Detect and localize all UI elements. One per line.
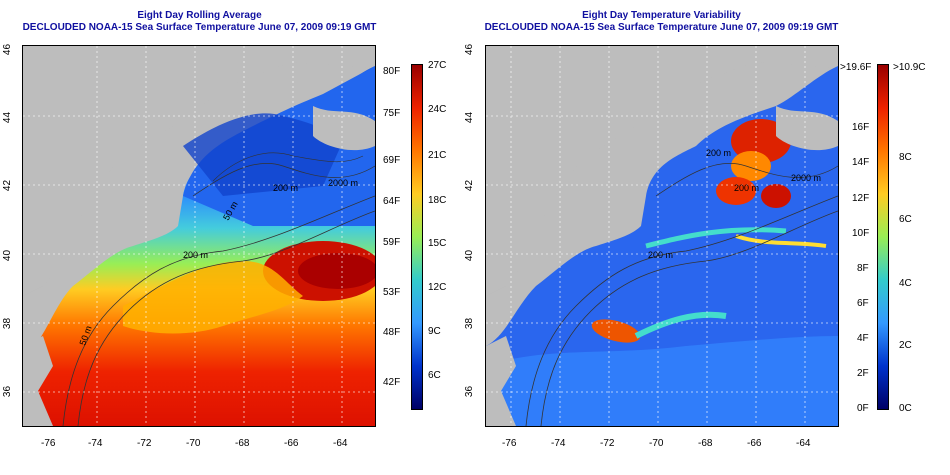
- left-lat-tick: 38: [2, 317, 14, 330]
- right-colorbar-c: >10.9C: [893, 62, 926, 73]
- left-colorbar-f: 69F: [383, 155, 401, 166]
- left-colorbar-f: 75F: [383, 108, 401, 119]
- right-colorbar-f: 12F: [852, 193, 870, 204]
- right-colorbar: [877, 64, 889, 410]
- right-contour-label: 200 m: [706, 148, 731, 158]
- right-colorbar-f: >19.6F: [840, 62, 872, 73]
- right-lon-tick: -76: [502, 438, 517, 449]
- left-colorbar-c: 15C: [428, 238, 447, 249]
- right-lon-tick: -70: [649, 438, 664, 449]
- right-colorbar-f: 4F: [857, 333, 869, 344]
- right-lat-tick: 46: [464, 43, 476, 56]
- left-colorbar-c: 24C: [428, 104, 447, 115]
- left-lat-tick: 46: [2, 43, 14, 56]
- right-lon-tick: -68: [698, 438, 713, 449]
- right-colorbar-f: 0F: [857, 403, 869, 414]
- right-variability-map: 200 m 2000 m 200 m 200 m: [485, 45, 839, 427]
- left-subtitle: DECLOUDED NOAA-15 Sea Surface Temperatur…: [22, 22, 377, 33]
- left-colorbar-c: 21C: [428, 150, 447, 161]
- right-colorbar-c: 8C: [899, 152, 912, 163]
- right-colorbar-c: 6C: [899, 214, 912, 225]
- left-lon-tick: -66: [284, 438, 299, 449]
- left-colorbar-f: 53F: [383, 287, 401, 298]
- right-lat-tick: 36: [464, 385, 476, 398]
- right-colorbar-c: 2C: [899, 340, 912, 351]
- right-lat-tick: 38: [464, 317, 476, 330]
- right-lat-tick: 44: [464, 111, 476, 124]
- left-lat-tick: 44: [2, 111, 14, 124]
- right-subtitle: DECLOUDED NOAA-15 Sea Surface Temperatur…: [484, 22, 839, 33]
- left-colorbar-f: 42F: [383, 377, 401, 388]
- left-colorbar: [411, 64, 423, 410]
- left-colorbar-c: 9C: [428, 326, 441, 337]
- right-colorbar-f: 2F: [857, 368, 869, 379]
- left-lat-tick: 36: [2, 385, 14, 398]
- right-contour-label: 2000 m: [791, 173, 821, 183]
- left-lon-tick: -74: [88, 438, 103, 449]
- left-colorbar-c: 12C: [428, 282, 447, 293]
- left-lat-tick: 40: [2, 249, 14, 262]
- right-colorbar-c: 4C: [899, 278, 912, 289]
- right-contour-label: 200 m: [648, 250, 673, 260]
- left-contour-label: 2000 m: [328, 178, 358, 188]
- right-title: Eight Day Temperature Variability: [582, 10, 741, 21]
- right-colorbar-c: 0C: [899, 403, 912, 414]
- left-lon-tick: -68: [235, 438, 250, 449]
- right-colorbar-f: 14F: [852, 157, 870, 168]
- left-contour-label: 200 m: [183, 250, 208, 260]
- left-title: Eight Day Rolling Average: [137, 10, 262, 21]
- left-sst-map: 200 m 2000 m 200 m 50 m 50 m: [22, 45, 376, 427]
- right-colorbar-f: 8F: [857, 263, 869, 274]
- left-lon-tick: -72: [137, 438, 152, 449]
- right-lat-tick: 42: [464, 179, 476, 192]
- left-lon-tick: -70: [186, 438, 201, 449]
- right-lat-tick: 40: [464, 249, 476, 262]
- right-colorbar-f: 6F: [857, 298, 869, 309]
- right-lon-tick: -72: [600, 438, 615, 449]
- left-colorbar-c: 27C: [428, 60, 447, 71]
- right-colorbar-f: 16F: [852, 122, 870, 133]
- left-lat-tick: 42: [2, 179, 14, 192]
- right-contour-label: 200 m: [734, 183, 759, 193]
- right-lon-tick: -66: [747, 438, 762, 449]
- left-colorbar-c: 6C: [428, 370, 441, 381]
- left-lon-tick: -76: [41, 438, 56, 449]
- left-contour-label: 200 m: [273, 183, 298, 193]
- right-lon-tick: -64: [796, 438, 811, 449]
- right-lon-tick: -74: [551, 438, 566, 449]
- left-colorbar-f: 64F: [383, 196, 401, 207]
- left-colorbar-f: 48F: [383, 327, 401, 338]
- left-colorbar-f: 59F: [383, 237, 401, 248]
- left-colorbar-c: 18C: [428, 195, 447, 206]
- left-lon-tick: -64: [333, 438, 348, 449]
- left-colorbar-f: 80F: [383, 66, 401, 77]
- right-colorbar-f: 10F: [852, 228, 870, 239]
